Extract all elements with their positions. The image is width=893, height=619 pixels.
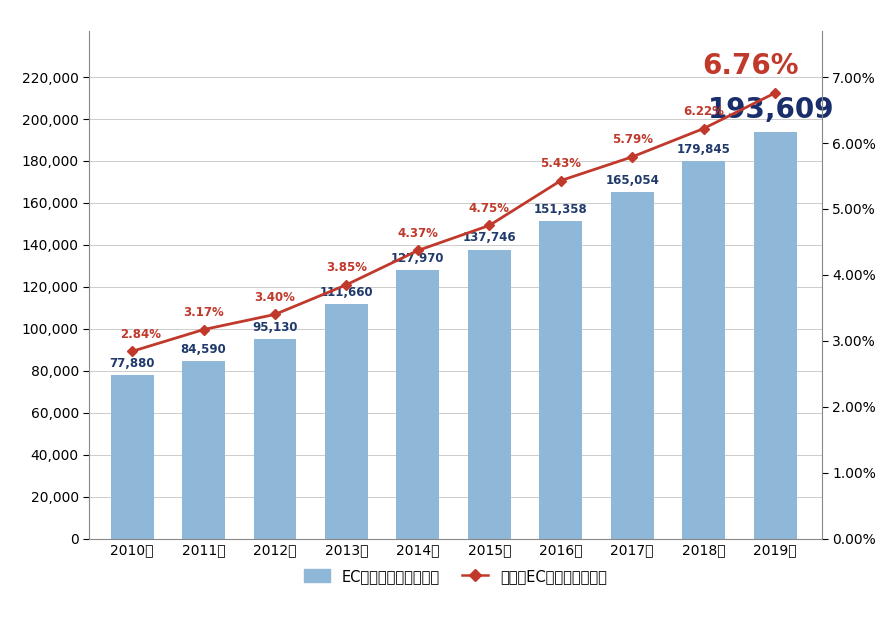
Bar — [325, 305, 368, 539]
Bar — [682, 162, 725, 539]
Text: 137,746: 137,746 — [463, 232, 516, 245]
Text: 6.76%: 6.76% — [702, 52, 798, 80]
Text: 2.84%: 2.84% — [121, 328, 162, 341]
Text: 3.85%: 3.85% — [326, 261, 367, 274]
Bar — [254, 339, 296, 539]
Text: 4.37%: 4.37% — [397, 227, 438, 240]
Bar — [396, 270, 439, 539]
Text: 111,660: 111,660 — [320, 286, 373, 299]
Text: 3.17%: 3.17% — [183, 306, 224, 319]
Text: 5.43%: 5.43% — [540, 157, 581, 170]
Legend: EC市場規模（左目盛）, 物販系EC化率（右目盛）: EC市場規模（左目盛）, 物販系EC化率（右目盛） — [298, 563, 613, 590]
Text: 6.22%: 6.22% — [683, 105, 724, 118]
Text: 3.40%: 3.40% — [255, 291, 296, 304]
Text: 95,130: 95,130 — [253, 321, 297, 334]
Text: 5.79%: 5.79% — [612, 133, 653, 146]
Bar — [468, 249, 511, 539]
Text: 77,880: 77,880 — [110, 357, 154, 370]
Text: 84,590: 84,590 — [180, 343, 227, 356]
Bar — [111, 375, 154, 539]
Text: 179,845: 179,845 — [677, 143, 730, 156]
Text: 151,358: 151,358 — [534, 203, 588, 216]
Text: 193,609: 193,609 — [708, 96, 835, 124]
Bar — [182, 361, 225, 539]
Bar — [754, 132, 797, 539]
Text: 4.75%: 4.75% — [469, 202, 510, 215]
Text: 127,970: 127,970 — [391, 252, 445, 265]
Bar — [611, 193, 654, 539]
Bar — [539, 221, 582, 539]
Text: 165,054: 165,054 — [605, 174, 659, 187]
